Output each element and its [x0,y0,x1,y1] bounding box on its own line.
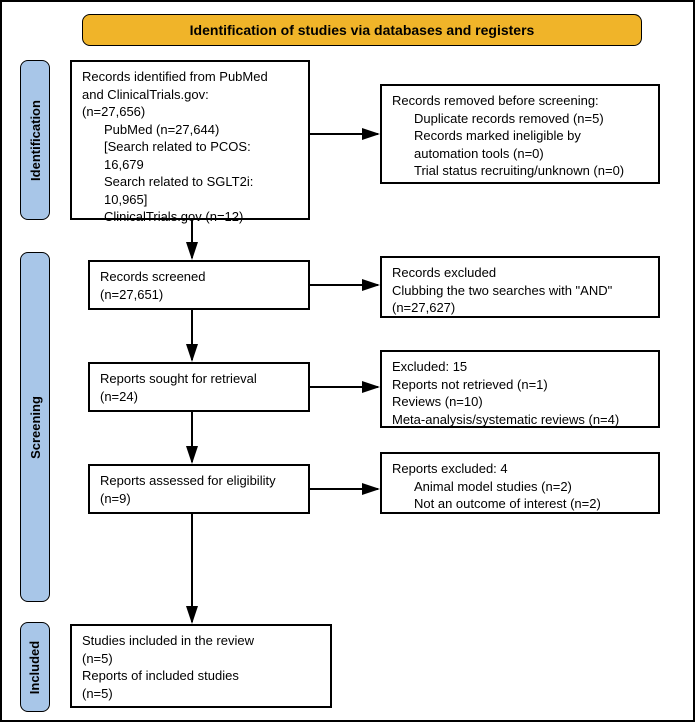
text: Records excluded [392,264,648,282]
text: Records identified from PubMed [82,68,298,86]
text: Reports not retrieved (n=1) [392,376,648,394]
box-excluded-15: Excluded: 15 Reports not retrieved (n=1)… [380,350,660,428]
header-title: Identification of studies via databases … [190,22,535,38]
text: (n=24) [100,388,298,406]
text: Search related to SGLT2i: [82,173,298,191]
text: Not an outcome of interest (n=2) [392,495,648,513]
box-assessed: Reports assessed for eligibility (n=9) [88,464,310,514]
phase-identification: Identification [20,60,50,220]
text: 10,965] [82,191,298,209]
text: Reports excluded: 4 [392,460,648,478]
box-excluded-4: Reports excluded: 4 Animal model studies… [380,452,660,514]
text: and ClinicalTrials.gov: [82,86,298,104]
text: Records screened [100,268,298,286]
text: Duplicate records removed (n=5) [392,110,648,128]
text: automation tools (n=0) [392,145,648,163]
text: Records marked ineligible by [392,127,648,145]
text: (n=27,656) [82,103,298,121]
header-title-band: Identification of studies via databases … [82,14,642,46]
text: [Search related to PCOS: [82,138,298,156]
text: (n=5) [82,650,320,668]
text: (n=27,627) [392,299,648,317]
text: 16,679 [82,156,298,174]
text: (n=5) [82,685,320,703]
phase-screening-label: Screening [28,396,43,459]
phase-included: Included [20,622,50,712]
text: Records removed before screening: [392,92,648,110]
text: Clubbing the two searches with "AND" [392,282,648,300]
box-screened: Records screened (n=27,651) [88,260,310,310]
box-sought: Reports sought for retrieval (n=24) [88,362,310,412]
text: PubMed (n=27,644) [82,121,298,139]
text: Excluded: 15 [392,358,648,376]
phase-screening: Screening [20,252,50,602]
text: ClinicalTrials.gov (n=12) [82,208,298,226]
text: Trial status recruiting/unknown (n=0) [392,162,648,180]
text: (n=9) [100,490,298,508]
flowchart-container: Identification of studies via databases … [0,0,695,722]
text: Reports sought for retrieval [100,370,298,388]
box-removed-before: Records removed before screening: Duplic… [380,84,660,184]
text: Reviews (n=10) [392,393,648,411]
phase-included-label: Included [28,640,43,693]
text: Animal model studies (n=2) [392,478,648,496]
text: Studies included in the review [82,632,320,650]
text: Reports of included studies [82,667,320,685]
text: Reports assessed for eligibility [100,472,298,490]
box-identified: Records identified from PubMed and Clini… [70,60,310,220]
box-included: Studies included in the review (n=5) Rep… [70,624,332,708]
box-excluded-clubbing: Records excluded Clubbing the two search… [380,256,660,318]
phase-identification-label: Identification [28,100,43,181]
text: Meta-analysis/systematic reviews (n=4) [392,411,648,429]
text: (n=27,651) [100,286,298,304]
